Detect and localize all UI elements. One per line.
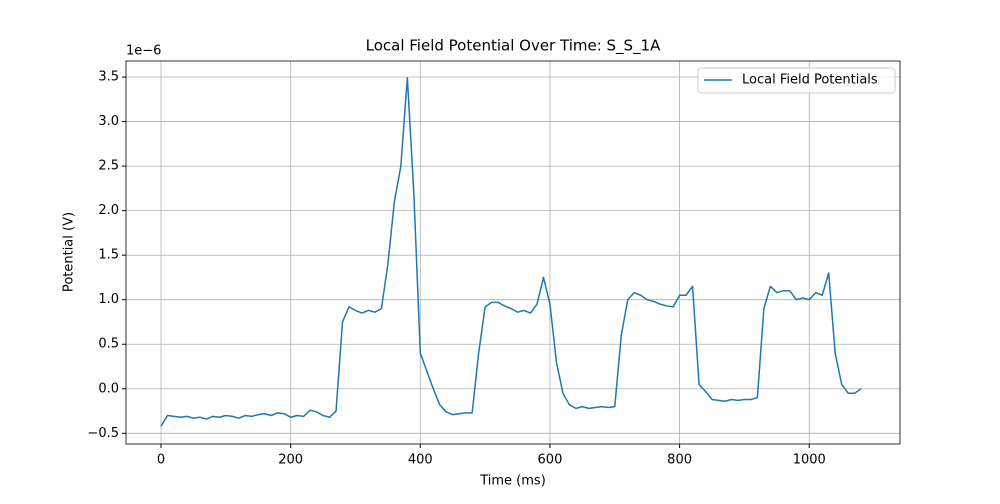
- y-tick-label: 2.5: [98, 159, 119, 174]
- plot-frame: [125, 60, 901, 445]
- legend-box: [697, 67, 896, 94]
- x-tick-label: 200: [278, 453, 303, 468]
- x-tick-label: 800: [667, 453, 692, 468]
- y-tick-label: 3.5: [98, 70, 119, 85]
- chart-title: Local Field Potential Over Time: S_S_1A: [366, 37, 661, 56]
- y-tick-label: 0.5: [98, 337, 119, 352]
- y-tick-label: 1.0: [98, 292, 119, 307]
- y-tick-label: 3.0: [98, 114, 119, 129]
- x-tick-label: 1000: [793, 453, 826, 468]
- x-tick-label: 400: [408, 453, 433, 468]
- x-tick-label: 0: [157, 453, 165, 468]
- y-tick-label: 1.5: [98, 248, 119, 263]
- y-tick-label: 2.0: [98, 203, 119, 218]
- y-axis-label: Potential (V): [62, 212, 77, 292]
- data-line: [160, 77, 862, 427]
- y-offset-label: 1e−6: [126, 44, 161, 59]
- y-tick-label: −0.5: [87, 426, 119, 441]
- legend-label: Local Field Potentials: [742, 73, 878, 88]
- x-axis-label: Time (ms): [479, 474, 546, 489]
- y-tick-label: 0.0: [98, 381, 119, 396]
- x-tick-label: 600: [538, 453, 563, 468]
